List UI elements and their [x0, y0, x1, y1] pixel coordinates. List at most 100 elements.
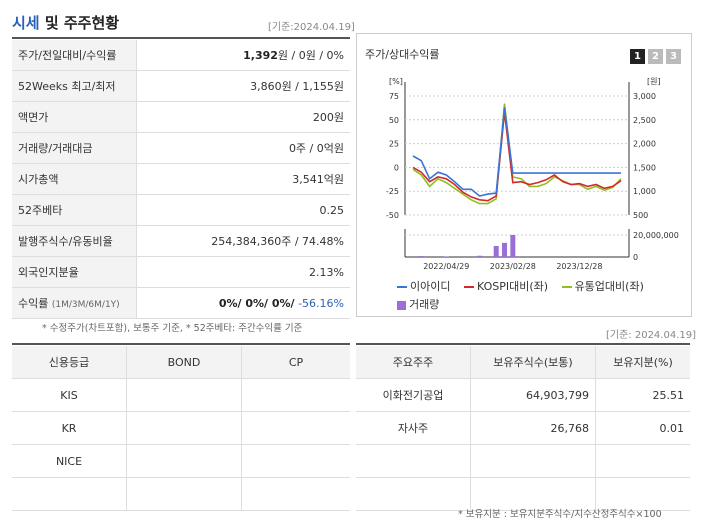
table-row: 주가/전일대비/수익률 1,392원 / 0원 / 0% [12, 40, 350, 71]
row-label: 거래량/거래대금 [12, 132, 137, 164]
table-row: KR [12, 411, 350, 445]
credit-table: 신용등급 BOND CP KIS KR NICE [12, 346, 350, 511]
table-row: 자사주 26,768 0.01 [356, 411, 690, 445]
col-header: 보유주식수(보통) [470, 346, 596, 379]
table-row [356, 477, 690, 511]
row-value: 0.25 [136, 194, 350, 226]
legend-item-1: 이아이디 [397, 280, 450, 293]
col-header: CP [241, 346, 350, 379]
volume-bar [510, 235, 516, 257]
legend-square-icon [397, 300, 406, 310]
row-value: 0주 / 0억원 [136, 132, 350, 164]
row-value: 2.13% [136, 256, 350, 288]
table-row: 시가총액 3,541억원 [12, 163, 350, 195]
holder-shares: 64,903,799 [470, 378, 596, 412]
agency-cell: KIS [12, 378, 127, 412]
right-tick-label: 3,000 [633, 92, 656, 101]
row-label: 발행주식수/유동비율 [12, 225, 137, 257]
table-row: 액면가 200원 [12, 101, 350, 133]
agency-cell [12, 477, 127, 511]
volume-bar [502, 242, 508, 257]
row-label: 주가/전일대비/수익률 [12, 40, 137, 71]
holder-shares: 26,768 [470, 411, 596, 445]
right-unit-label: [원] [647, 77, 661, 86]
left-tick-label: -25 [386, 187, 399, 196]
table-row: 이화전기공업 64,903,799 25.51 [356, 378, 690, 412]
row-label: 시가총액 [12, 163, 137, 195]
right-tick-label: 2,500 [633, 116, 656, 125]
row-value: 200원 [136, 101, 350, 133]
col-header: BOND [126, 346, 242, 379]
volume-tick-label: 0 [633, 253, 638, 262]
basis-date: [기준:2024.04.19] [268, 22, 355, 33]
table-header-row: 주요주주 보유주식수(보통) 보유지분(%) [356, 346, 690, 379]
row-label: 외국인지분율 [12, 256, 137, 288]
series-line-3 [412, 103, 622, 205]
table-row: KIS [12, 378, 350, 412]
table-row [356, 444, 690, 478]
row-label: 52Weeks 최고/최저 [12, 70, 137, 102]
chart-page-3-button[interactable]: 3 [666, 49, 681, 64]
table-row: 52Weeks 최고/최저 3,860원 / 1,155원 [12, 70, 350, 102]
col-header: 보유지분(%) [595, 346, 690, 379]
col-header: 주요주주 [356, 346, 471, 379]
volume-bar [477, 255, 483, 257]
volume-bar [493, 246, 499, 257]
chart-page-2-button[interactable]: 2 [648, 49, 663, 64]
table-row: 수익률 (1M/3M/6M/1Y) 0%/ 0%/ 0%/ -56.16% [12, 287, 350, 319]
right-tick-label: 1,500 [633, 163, 656, 172]
row-label: 수익률 [18, 297, 49, 310]
x-tick-label: 2023/02/28 [490, 262, 536, 271]
row-label: 52주베타 [12, 194, 137, 226]
row-value: 3,860원 / 1,155원 [136, 70, 350, 102]
volume-bar [443, 256, 449, 257]
legend-item-3: 유통업대비(좌) [561, 280, 644, 293]
holder-name: 자사주 [356, 411, 471, 445]
chart-page-1-button[interactable]: 1 [630, 49, 645, 64]
legend-item-2: KOSPI대비(좌) [463, 280, 548, 293]
return-1y: -56.16% [294, 296, 344, 310]
chart-legend: 이아이디 KOSPI대비(좌) 유통업대비(좌) 거래량 [397, 278, 644, 312]
agency-cell: NICE [12, 444, 127, 478]
legend-line-icon [463, 286, 474, 288]
credit-rule [12, 343, 350, 345]
left-tick-label: 0 [394, 163, 399, 172]
left-tick-label: 50 [389, 116, 399, 125]
row-label: 액면가 [12, 101, 137, 133]
right-tick-label: 500 [633, 211, 648, 220]
holder-table: 주요주주 보유주식수(보통) 보유지분(%) 이화전기공업 64,903,799 2… [356, 346, 690, 511]
legend-item-4: 거래량 [397, 296, 644, 312]
left-unit-label: [%] [389, 77, 403, 86]
x-tick-label: 2022/04/29 [423, 262, 469, 271]
volume-tick-label: 20,000,000 [633, 231, 679, 240]
col-header: 신용등급 [12, 346, 127, 379]
table-row: 발행주식수/유동비율 254,384,360주 / 74.48% [12, 225, 350, 257]
page-title: 시세 및 주주현황 [12, 14, 120, 32]
holder-note: * 보유지분 : 보유지분주식수/지수산정주식수×100 [458, 509, 662, 520]
row-value: 254,384,360주 / 74.48% [136, 225, 350, 257]
price-note: * 수정주가(차트포함), 보통주 기준, * 52주베타: 주간수익률 기준 [42, 323, 303, 334]
current-price: 1,392 [243, 49, 278, 62]
holder-rule [356, 343, 690, 345]
left-tick-label: 25 [389, 140, 399, 149]
price-change: 원 / 0원 / 0% [277, 49, 344, 62]
table-row [12, 477, 350, 511]
holder-basis-date: [기준: 2024.04.19] [606, 330, 697, 341]
table-row: 52주베타 0.25 [12, 194, 350, 226]
chart-title: 주가/상대수익률 [365, 48, 440, 61]
x-tick-label: 2023/12/28 [556, 262, 602, 271]
top-rule [12, 37, 350, 39]
price-table: 주가/전일대비/수익률 1,392원 / 0원 / 0% 52Weeks 최고/최… [12, 40, 350, 319]
right-tick-label: 1,000 [633, 187, 656, 196]
holder-name: 이화전기공업 [356, 378, 471, 412]
holder-pct: 0.01 [595, 411, 690, 445]
legend-line-icon [561, 286, 572, 288]
table-row: 외국인지분율 2.13% [12, 256, 350, 288]
agency-cell: KR [12, 411, 127, 445]
left-tick-label: 75 [389, 92, 399, 101]
legend-line-icon [397, 286, 407, 288]
right-tick-label: 2,000 [633, 140, 656, 149]
series-line-2 [412, 112, 622, 202]
holder-pct: 25.51 [595, 378, 690, 412]
